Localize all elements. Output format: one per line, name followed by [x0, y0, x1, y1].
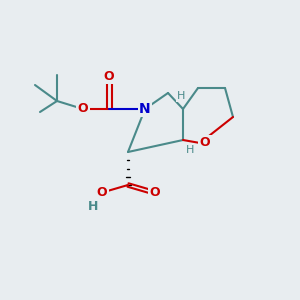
Text: N: N	[139, 102, 151, 116]
Text: H: H	[186, 145, 194, 155]
Text: H: H	[177, 91, 185, 101]
Text: O: O	[78, 103, 88, 116]
Text: O: O	[150, 185, 160, 199]
Text: O: O	[200, 136, 210, 149]
Text: H: H	[88, 200, 98, 214]
Text: O: O	[104, 70, 114, 83]
Text: O: O	[97, 185, 107, 199]
